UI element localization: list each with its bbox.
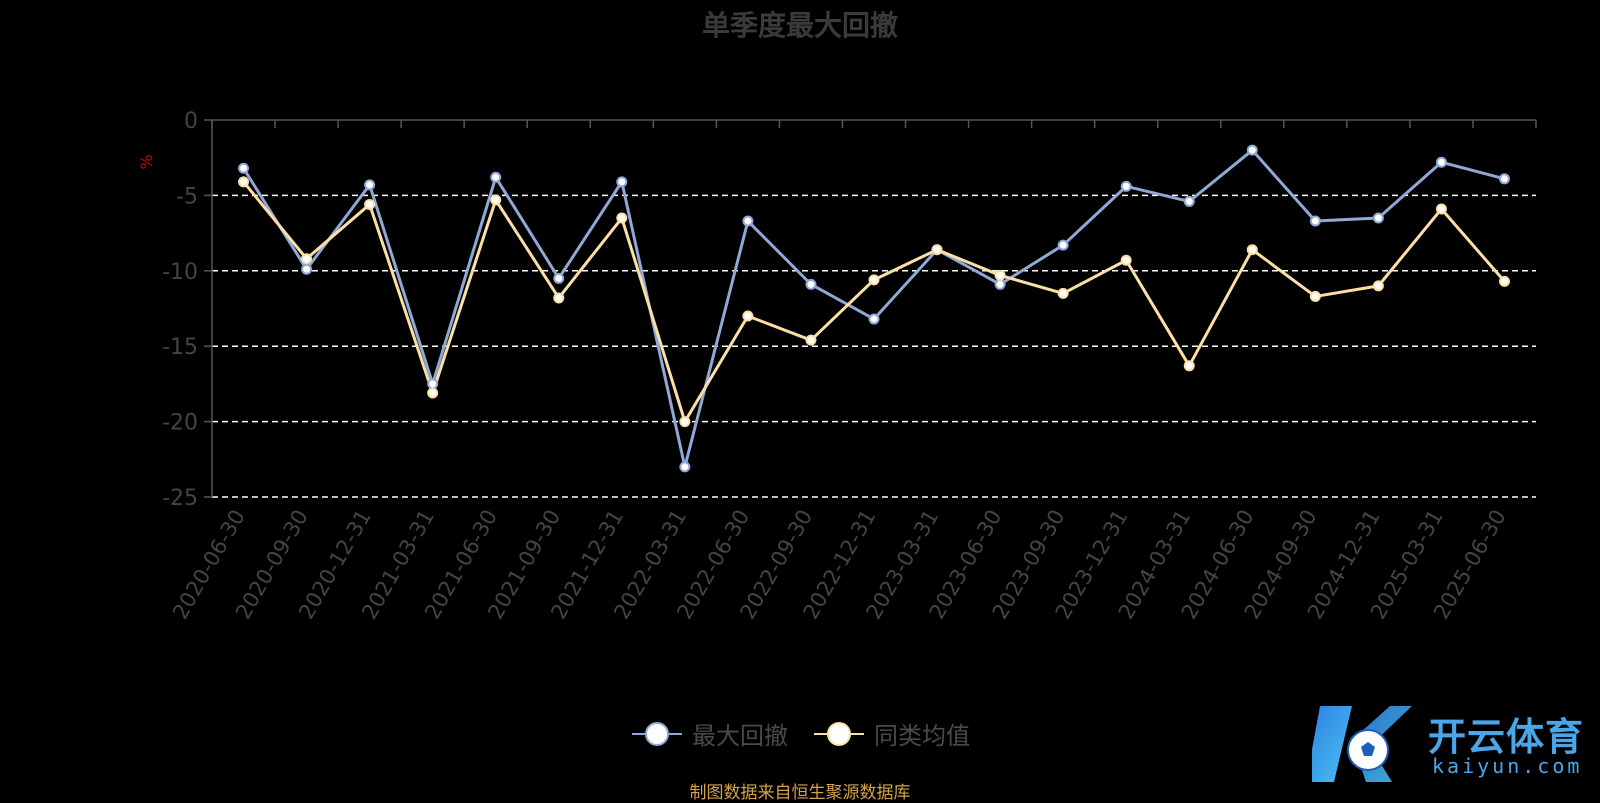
series-2-point xyxy=(490,194,502,206)
series-2-point xyxy=(994,269,1006,281)
y-axis-unit-label: % xyxy=(137,154,156,169)
series-1-point xyxy=(742,215,754,227)
series-1-point xyxy=(1498,173,1510,185)
watermark-cn: 开云体育 xyxy=(1428,715,1585,759)
series-1-point xyxy=(364,179,376,191)
series-2-point xyxy=(868,274,880,286)
y-tick-label: -20 xyxy=(162,411,198,436)
legend-label-series-2: 同类均值 xyxy=(874,722,970,750)
series-2-point xyxy=(364,198,376,210)
series-2-point xyxy=(301,253,313,265)
y-tick-label: 0 xyxy=(184,109,198,134)
y-tick-label: -10 xyxy=(162,260,198,285)
series-2-point xyxy=(1120,254,1132,266)
series-1-point xyxy=(1183,195,1195,207)
series-1-point xyxy=(994,278,1006,290)
series-1-point xyxy=(805,278,817,290)
series-1-point xyxy=(553,272,565,284)
series-1-point xyxy=(1309,215,1321,227)
chart-legend: 最大回撤 同类均值 xyxy=(632,716,970,751)
legend-item-series-1[interactable]: 最大回撤 xyxy=(632,716,788,751)
series-2-point xyxy=(1372,280,1384,292)
watermark-en: kaiyun.com xyxy=(1432,754,1583,778)
legend-swatch-series-2 xyxy=(814,721,864,747)
series-1-point xyxy=(1246,144,1258,156)
series-2-point xyxy=(1309,290,1321,302)
series-2-point xyxy=(1498,275,1510,287)
series-1-point xyxy=(1057,239,1069,251)
line-chart: % 0-5-10-15-20-252020-06-302020-09-30202… xyxy=(137,109,1537,623)
chart-title: 单季度最大回撤 xyxy=(701,9,898,42)
series-1-point xyxy=(490,171,502,183)
series-2-point xyxy=(1246,244,1258,256)
series-2-point xyxy=(742,310,754,322)
series-1-point xyxy=(679,461,691,473)
series-1-point xyxy=(1372,212,1384,224)
series-1-point xyxy=(238,162,250,174)
series-2-point xyxy=(805,334,817,346)
series-2-point xyxy=(1183,360,1195,372)
series-2-point xyxy=(427,387,439,399)
series-1-point xyxy=(1120,180,1132,192)
series-2-point xyxy=(679,416,691,428)
data-source-note: 制图数据来自恒生聚源数据库 xyxy=(689,783,911,803)
series-2-point xyxy=(616,212,628,224)
series-1-point xyxy=(1435,156,1447,168)
kaiyun-logo xyxy=(1312,706,1412,782)
series-2-point xyxy=(553,292,565,304)
legend-item-series-2[interactable]: 同类均值 xyxy=(814,716,970,751)
legend-label-series-1: 最大回撤 xyxy=(692,722,788,750)
y-tick-label: -15 xyxy=(162,335,198,360)
series-1-point xyxy=(868,313,880,325)
series-2-point xyxy=(1057,287,1069,299)
series-2-point xyxy=(931,244,943,256)
series-2-point xyxy=(1435,203,1447,215)
y-tick-label: -5 xyxy=(176,184,198,209)
y-tick-label: -25 xyxy=(162,486,198,511)
series-2-point xyxy=(238,176,250,188)
series-1-point xyxy=(301,263,313,275)
series-1-point xyxy=(427,378,439,390)
legend-swatch-series-1 xyxy=(632,721,682,747)
series-line-1 xyxy=(242,148,1505,469)
series-1-point xyxy=(616,176,628,188)
